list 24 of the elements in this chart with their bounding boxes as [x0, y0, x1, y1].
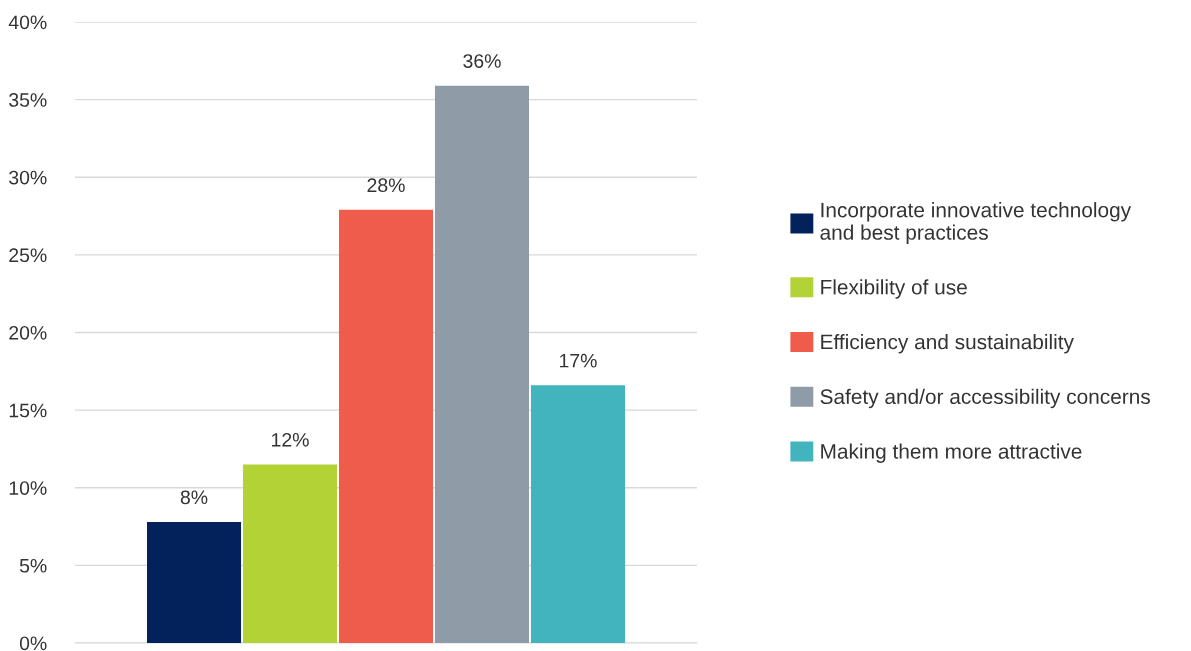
- y-tick-label: 0%: [19, 636, 47, 651]
- data-label: 17%: [560, 353, 597, 368]
- legend-label: Efficiency and sustainability: [821, 334, 1074, 354]
- bar: [530, 385, 626, 643]
- y-tick-label: 5%: [19, 558, 47, 573]
- data-label: 36%: [463, 54, 501, 68]
- y-tick-label: 25%: [9, 248, 47, 263]
- data-label: 28%: [367, 178, 405, 193]
- legend-label: Flexibility of use: [821, 279, 967, 299]
- y-tick-label: 30%: [9, 170, 47, 185]
- bar: [242, 464, 338, 643]
- y-tick-label: 20%: [9, 325, 47, 340]
- bar: [434, 85, 530, 643]
- bar: [146, 521, 242, 643]
- data-label: 8%: [180, 490, 208, 505]
- y-tick-label: 35%: [9, 93, 47, 107]
- legend-label: Making them more attractive: [821, 443, 1082, 463]
- y-tick-label: 15%: [9, 403, 47, 418]
- bar: [338, 209, 434, 643]
- y-tick-label: 40%: [8, 15, 47, 30]
- legend-label: Safety and/or accessibility concerns: [820, 388, 1150, 409]
- legend-label: Incorporate innovative technology and best practices: [820, 202, 1132, 244]
- y-tick-label: 10%: [9, 481, 47, 495]
- data-label: 12%: [272, 432, 309, 447]
